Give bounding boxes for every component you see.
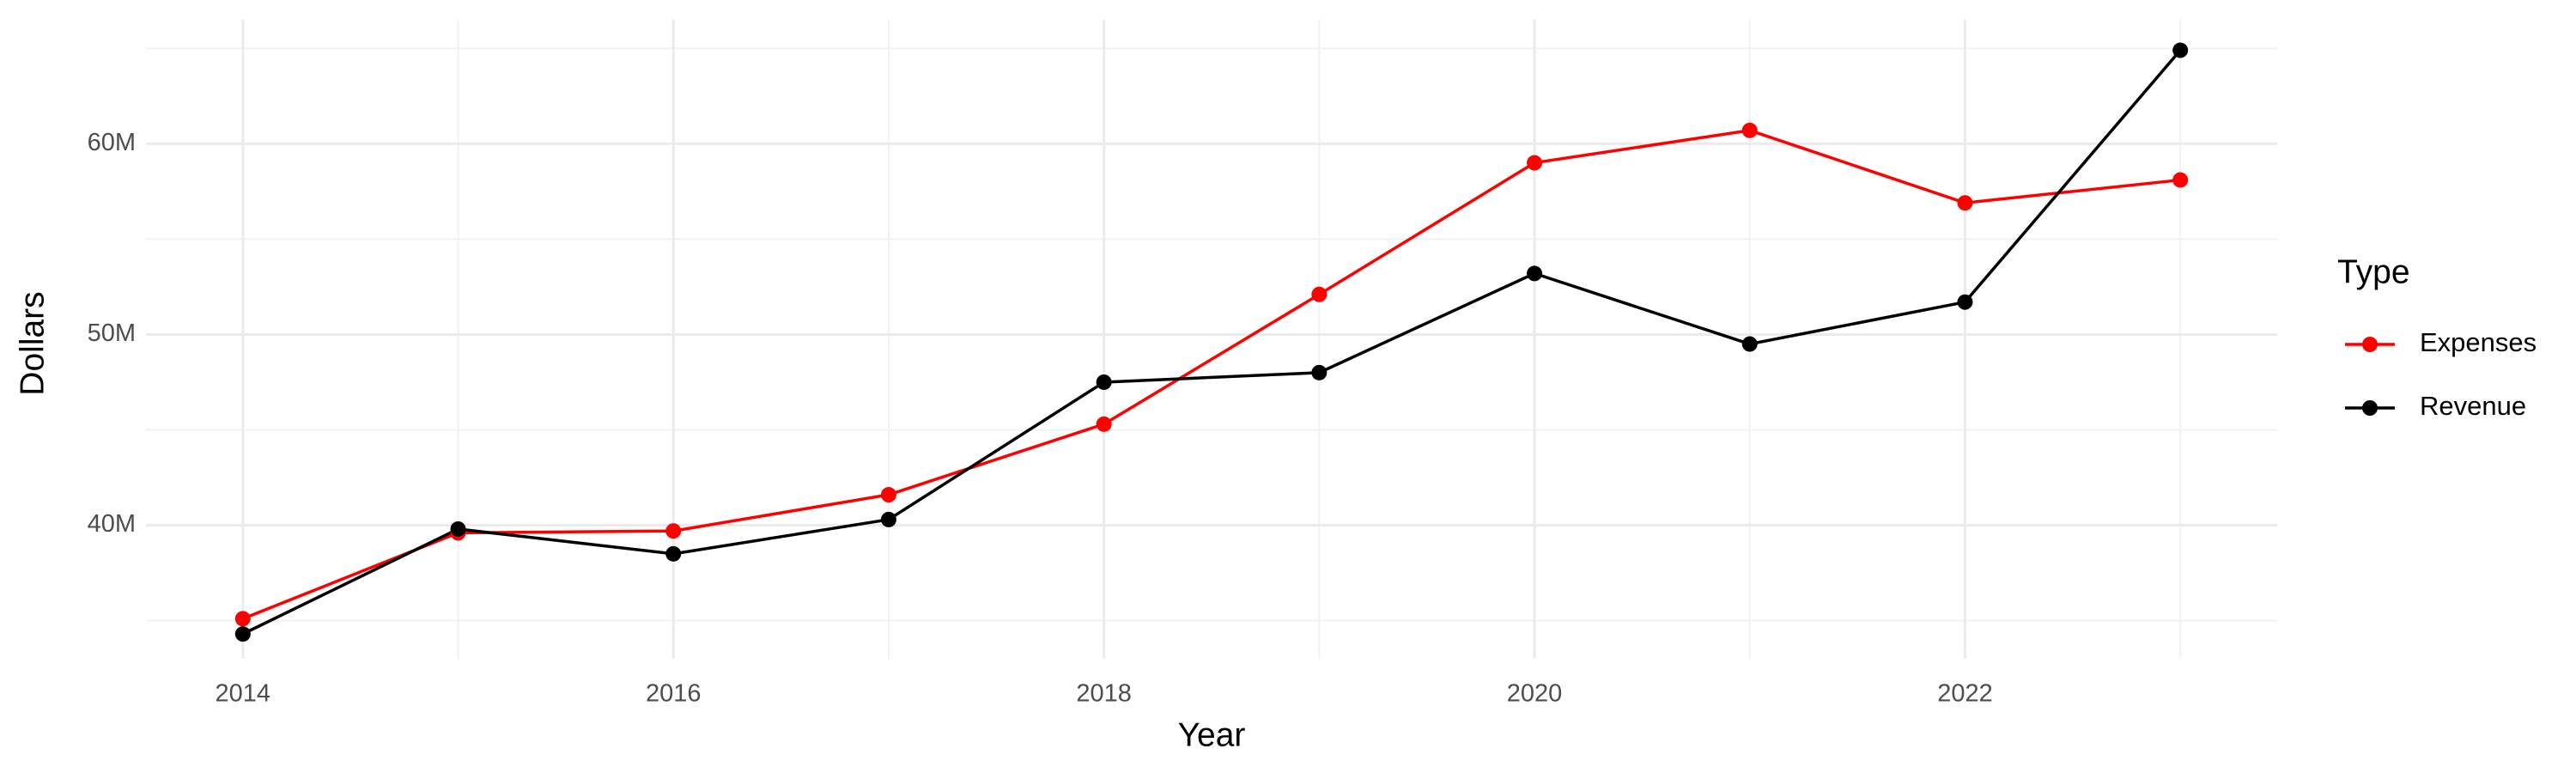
legend-marker <box>2362 400 2378 416</box>
x-tick-label: 2014 <box>216 680 271 708</box>
legend-marker <box>2362 337 2378 352</box>
data-point <box>1096 374 1112 390</box>
data-point <box>450 520 466 537</box>
x-axis-title: Year <box>1178 716 1246 753</box>
series-line <box>242 49 2182 636</box>
data-point <box>1741 336 1758 352</box>
x-tick-label: 2020 <box>1507 680 1563 708</box>
x-tick-label: 2016 <box>646 680 702 708</box>
x-tick-label: 2022 <box>1937 680 1993 708</box>
data-point <box>1311 364 1327 380</box>
data-point <box>1527 155 1543 171</box>
data-point <box>2172 172 2189 188</box>
data-point <box>665 523 682 539</box>
x-tick-label: 2018 <box>1076 680 1132 708</box>
data-point <box>880 511 896 527</box>
data-point <box>1741 122 1758 138</box>
y-tick-label: 50M <box>88 320 136 347</box>
grid <box>146 20 2277 659</box>
data-point <box>665 545 682 562</box>
data-point <box>1311 286 1327 302</box>
y-tick-label: 40M <box>88 510 136 538</box>
legend-title: Type <box>2337 253 2410 290</box>
data-point <box>234 611 251 627</box>
data-point <box>1096 416 1112 432</box>
data-point <box>234 626 251 642</box>
data-point <box>880 487 896 503</box>
data-point <box>2172 42 2189 58</box>
data-point <box>1957 195 1973 211</box>
data-point <box>1527 265 1543 282</box>
legend-label: Expenses <box>2420 327 2537 357</box>
y-tick-label: 60M <box>88 129 136 156</box>
y-axis-title: Dollars <box>14 291 51 395</box>
legend-label: Revenue <box>2420 391 2526 421</box>
series-line <box>242 129 2181 620</box>
data-point <box>1957 294 1973 310</box>
